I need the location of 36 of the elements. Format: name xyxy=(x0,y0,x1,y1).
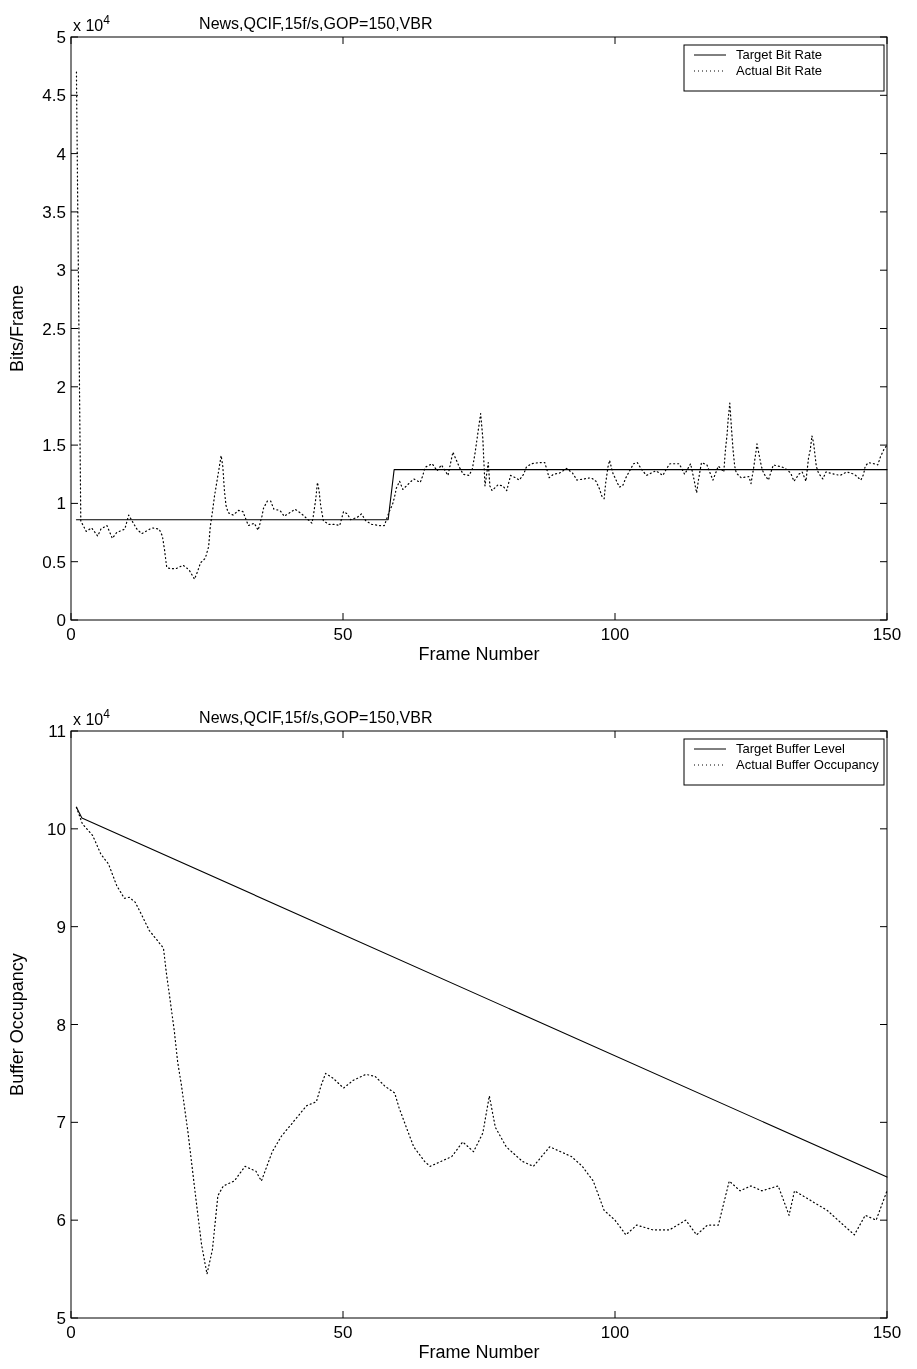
y-tick-label: 4.5 xyxy=(42,86,66,106)
chart-title: News,QCIF,15f/s,GOP=150,VBR xyxy=(199,709,433,726)
y-tick-label: 1 xyxy=(56,494,66,514)
y-tick-label: 5 xyxy=(56,1309,66,1328)
y-tick-label: 2.5 xyxy=(42,319,66,339)
y-tick-label: 9 xyxy=(56,917,66,937)
chart-title: News,QCIF,15f/s,GOP=150,VBR xyxy=(199,15,433,32)
y-tick-label: 7 xyxy=(56,1113,66,1133)
x-tick-label: 50 xyxy=(333,625,353,644)
y-tick-label: 1.5 xyxy=(42,436,66,456)
y-axis-title: Buffer Occupancy xyxy=(7,953,27,1096)
text: x 10$^{4}$ xyxy=(73,707,111,728)
y-tick-label: 3 xyxy=(56,261,66,281)
y-tick-label: 6 xyxy=(56,1211,66,1231)
x-axis-title: Frame Number xyxy=(418,644,540,664)
y-tick-label: 8 xyxy=(56,1015,66,1035)
text: x 10$^{4}$ xyxy=(73,13,111,34)
x-tick-label: 100 xyxy=(600,625,630,644)
y-tick-label: 5 xyxy=(56,28,66,47)
x-axis-title: Frame Number xyxy=(418,1342,540,1362)
legend-label: Target Bit Rate xyxy=(736,47,822,62)
y-tick-label: 11 xyxy=(48,722,66,741)
y-tick-label: 3.5 xyxy=(42,202,66,222)
x-tick-label: 150 xyxy=(872,1323,902,1342)
x-tick-label: 100 xyxy=(600,1323,630,1342)
legend-label: Actual Bit Rate xyxy=(736,63,822,78)
x-tick-label: 150 xyxy=(872,625,902,644)
x-tick-label: 50 xyxy=(333,1323,353,1342)
legend-label: Actual Buffer Occupancy xyxy=(736,757,880,772)
legend-label: Target Buffer Level xyxy=(736,741,845,756)
y-axis-title: Bits/Frame xyxy=(7,284,27,373)
y-tick-label: 10 xyxy=(47,819,66,839)
y-tick-label: 2 xyxy=(56,377,66,397)
y-tick-label: 4 xyxy=(56,144,66,164)
y-tick-label: 0 xyxy=(56,611,66,630)
y-tick-label: 0.5 xyxy=(42,552,66,572)
